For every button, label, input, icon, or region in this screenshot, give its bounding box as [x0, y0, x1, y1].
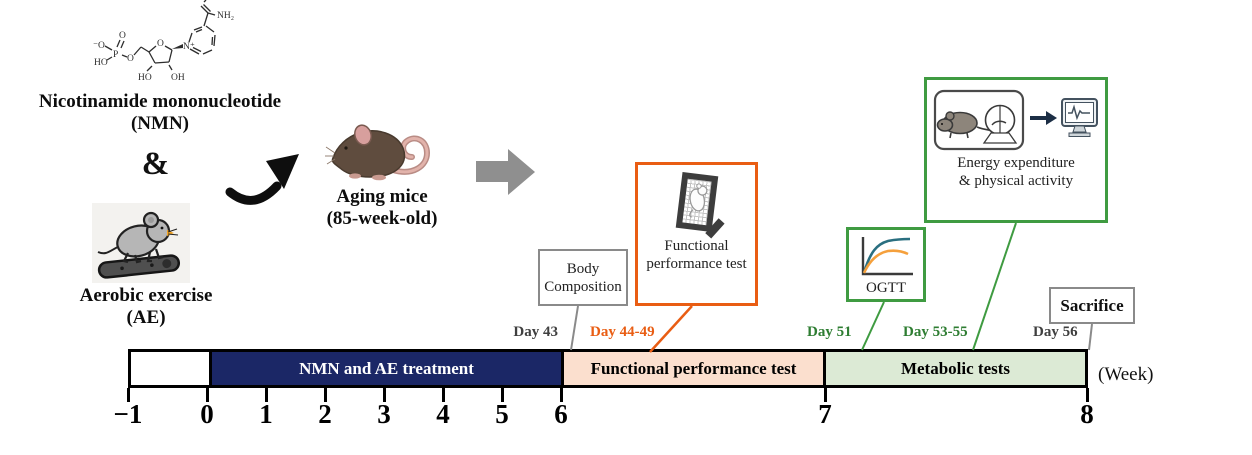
- chem-o-ester: O: [127, 54, 134, 64]
- ogtt-label: OGTT: [866, 280, 906, 296]
- week-tick: [824, 388, 827, 402]
- chem-ho-left: HO: [94, 58, 108, 68]
- curved-arrow: [225, 181, 282, 205]
- chem-o-double: O: [119, 31, 126, 41]
- energy-expenditure-callout: Energy expenditure & physical activity: [924, 77, 1108, 223]
- week-number: 3: [377, 399, 391, 429]
- aerobic-exercise-label: Aerobic exercise (AE): [50, 285, 242, 329]
- block-arrow: [476, 149, 535, 195]
- wire-grid-icon: [675, 172, 725, 239]
- ogtt-curve-icon: [861, 237, 913, 276]
- curved-arrow-head: [266, 154, 299, 189]
- chem-o-minus: ⁻O: [93, 41, 105, 51]
- segment-pre-treatment: [131, 352, 209, 385]
- ampersand: &: [141, 146, 170, 182]
- segment-nmn-ae-treatment: NMN and AE treatment: [209, 352, 561, 385]
- segment-functional-performance-test: Functional performance test: [561, 352, 823, 385]
- week-number: 1: [259, 399, 273, 429]
- ogtt-callout: OGTT: [846, 227, 926, 302]
- week-number: 2: [318, 399, 332, 429]
- day-label: Day 43: [513, 324, 558, 340]
- week-number: 7: [818, 399, 832, 429]
- week-tick: [383, 388, 386, 402]
- chem-nh2: NH₂: [217, 11, 234, 21]
- ae-label-line1: Aerobic exercise: [79, 285, 213, 306]
- aging-mouse-icon: [325, 124, 431, 181]
- treadmill-mouse-icon: [92, 203, 190, 283]
- week-number: 8: [1080, 399, 1094, 429]
- functional-test-callout: Functional performance test: [635, 162, 758, 306]
- day-label: Day 44-49: [590, 324, 655, 340]
- week-tick: [1086, 388, 1089, 402]
- chem-n-plus: N⁺: [183, 42, 195, 52]
- functional-test-line1: Functional: [664, 238, 729, 254]
- week-number: 5: [495, 399, 509, 429]
- chem-oh-bottom: OH: [171, 73, 185, 83]
- day-label: Day 51: [807, 324, 852, 340]
- day-label: Day 56: [1033, 324, 1078, 340]
- day-label: Day 53-55: [903, 324, 968, 340]
- week-tick: [324, 388, 327, 402]
- week-number: 0: [200, 399, 214, 429]
- chem-p: P: [113, 50, 118, 60]
- nmn-label-line2: (NMN): [130, 113, 190, 134]
- nmn-label-line1: Nicotinamide mononucleotide: [38, 91, 282, 112]
- body-composition-line2: Composition: [544, 278, 622, 295]
- week-number: 6: [554, 399, 568, 429]
- body-composition-line1: Body: [566, 260, 600, 277]
- aging-mice-label-line1: Aging mice: [336, 186, 428, 207]
- week-number: 4: [436, 399, 450, 429]
- nmn-chemical-structure: ⁻O O P HO O O HO OH N⁺ NH₂: [93, 0, 234, 83]
- aging-mice-label-line2: (85-week-old): [326, 208, 438, 229]
- segment-metabolic-tests: Metabolic tests: [823, 352, 1085, 385]
- sacrifice-label: Sacrifice: [1060, 295, 1124, 315]
- metabolic-cage-icon: [933, 89, 1098, 151]
- week-tick: [442, 388, 445, 402]
- energy-line2: & physical activity: [958, 173, 1074, 189]
- week-tick: [127, 388, 130, 402]
- sacrifice-callout: Sacrifice: [1049, 287, 1135, 324]
- chem-ho-bottom: HO: [138, 73, 152, 83]
- ae-label-line2: (AE): [126, 307, 166, 328]
- week-axis-unit: (Week): [1098, 364, 1154, 385]
- timeline-bar: NMN and AE treatment Functional performa…: [128, 349, 1088, 388]
- nmn-label: Nicotinamide mononucleotide (NMN): [28, 91, 292, 135]
- week-tick: [206, 388, 209, 402]
- chem-ring-o: O: [157, 39, 164, 49]
- body-composition-callout: Body Composition: [538, 249, 628, 306]
- aging-mice-label: Aging mice (85-week-old): [303, 186, 461, 230]
- week-tick: [265, 388, 268, 402]
- week-tick: [560, 388, 563, 402]
- functional-test-line2: performance test: [646, 256, 747, 272]
- week-tick: [501, 388, 504, 402]
- body-composition-connector: [570, 305, 579, 351]
- energy-line1: Energy expenditure: [957, 155, 1075, 171]
- week-number: −1: [113, 399, 143, 429]
